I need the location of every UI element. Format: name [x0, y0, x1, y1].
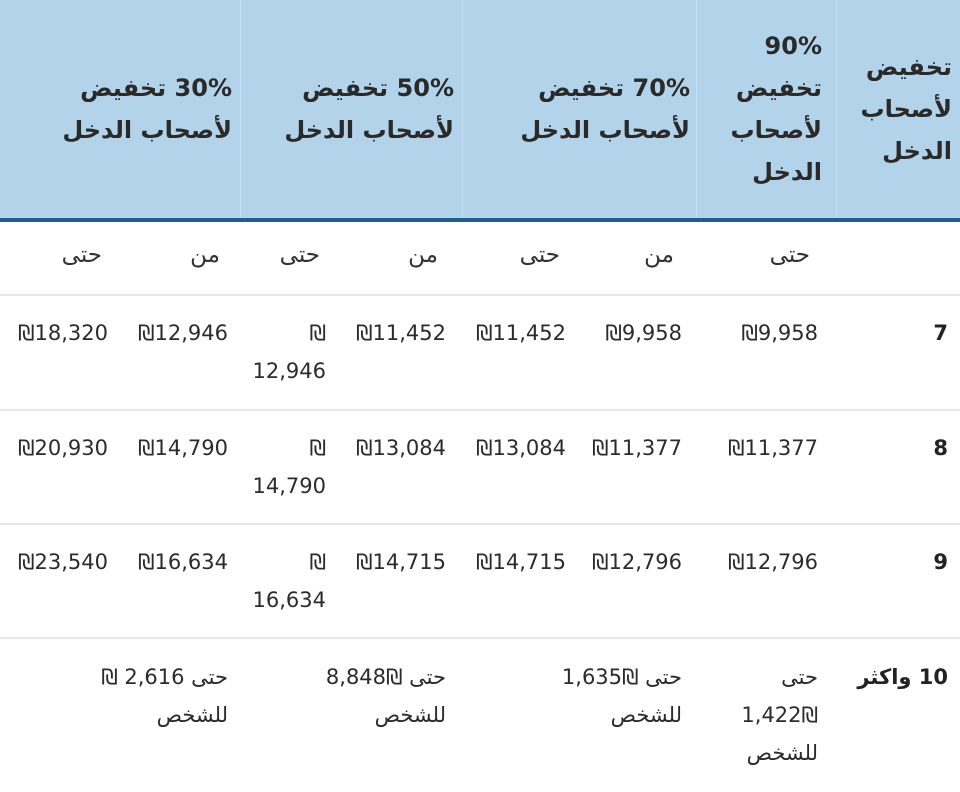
row-divider [0, 523, 960, 525]
row9-d50-upto: ₪ 16,634 [252, 550, 326, 612]
header-separator [462, 0, 463, 218]
header-30-cell: 30% تخفيض لأصحاب الدخل [20, 0, 232, 218]
row-label-9: 9 [933, 550, 948, 574]
row7-d30-from: ₪12,946 [138, 321, 228, 345]
row7-d30-upto: ₪18,320 [18, 321, 108, 345]
row-label-10-plus: 10 واكثر [857, 665, 948, 689]
table-header [0, 0, 960, 222]
row9-d30-from: ₪16,634 [138, 550, 228, 574]
row7-d70-from: ₪9,958 [605, 321, 682, 345]
subheader-50-from: من [408, 242, 438, 268]
row-label-8: 8 [933, 436, 948, 460]
row8-d30-upto: ₪20,930 [18, 436, 108, 460]
row10-d30: حتى 2,616 ₪ للشخص [101, 665, 228, 727]
row8-d50-upto: ₪ 14,790 [252, 436, 326, 498]
column-label-header: تخفيض لأصحاب الدخل [860, 53, 953, 165]
subheader-30-upto: حتى [61, 242, 102, 268]
row9-d50-from: ₪14,715 [356, 550, 446, 574]
header-70-cell: 70% تخفيض لأصحاب الدخل [468, 0, 690, 218]
row-divider [0, 409, 960, 411]
header-discount-30: 30% تخفيض لأصحاب الدخل [62, 74, 232, 144]
subheader-70-from: من [644, 242, 674, 268]
row7-d70-upto: ₪11,452 [476, 321, 566, 345]
header-discount-70: 70% تخفيض لأصحاب الدخل [520, 74, 690, 144]
header-discount-50: 50% تخفيض لأصحاب الدخل [284, 74, 454, 144]
row-divider [0, 637, 960, 639]
row-divider [0, 294, 960, 296]
row9-d30-upto: ₪23,540 [18, 550, 108, 574]
row9-d90-upto: ₪12,796 [728, 550, 818, 574]
row10-d90: حتى ₪1,422 للشخص [741, 665, 818, 765]
header-separator [240, 0, 241, 218]
subheader-70-upto: حتى [519, 242, 560, 268]
row8-d70-upto: ₪13,084 [476, 436, 566, 460]
header-label-cell: تخفيض لأصحاب الدخل [840, 0, 953, 218]
header-discount-90: 90% تخفيض لأصحاب الدخل [730, 32, 823, 186]
row8-d70-from: ₪11,377 [592, 436, 682, 460]
subheader-50-upto: حتى [279, 242, 320, 268]
row9-d70-from: ₪12,796 [592, 550, 682, 574]
row8-d30-from: ₪14,790 [138, 436, 228, 460]
row7-d50-upto: ₪ 12,946 [252, 321, 326, 383]
row10-d70: حتى ₪1,635 للشخص [561, 665, 682, 727]
subheader-90-upto: حتى [769, 242, 810, 268]
row8-d90-upto: ₪11,377 [728, 436, 818, 460]
header-90-cell: 90% تخفيض لأصحاب الدخل [700, 0, 823, 218]
header-separator [836, 0, 837, 218]
row8-d50-from: ₪13,084 [356, 436, 446, 460]
row7-d50-from: ₪11,452 [356, 321, 446, 345]
row9-d70-upto: ₪14,715 [476, 550, 566, 574]
subheader-30-from: من [190, 242, 220, 268]
header-50-cell: 50% تخفيض لأصحاب الدخل [248, 0, 454, 218]
row-label-7: 7 [933, 321, 948, 345]
row7-d90-upto: ₪9,958 [741, 321, 818, 345]
row10-d50: حتى ₪8,848 للشخص [325, 665, 446, 727]
header-separator [696, 0, 697, 218]
